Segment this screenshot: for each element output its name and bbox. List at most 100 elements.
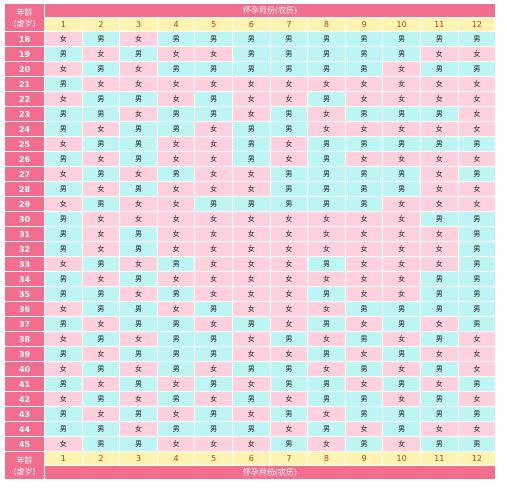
- table-row: 43 男女男女男女男女男男男男: [4, 406, 497, 422]
- bottom-month-5: 5: [194, 451, 233, 466]
- gender-cell: 女: [231, 331, 271, 347]
- gender-cell: 男: [119, 406, 158, 422]
- gender-cell: 男: [81, 301, 121, 317]
- gender-cell: 女: [194, 46, 233, 62]
- gender-cell: 女: [194, 151, 233, 167]
- gender-cell: 男: [194, 106, 233, 122]
- table-row: 45 女男男女女女男女男女男男: [4, 436, 497, 452]
- gender-cell: 男: [156, 166, 196, 182]
- gender-cell: 女: [231, 271, 271, 287]
- gender-cell: 男: [269, 166, 309, 182]
- gender-cell: 女: [194, 436, 233, 452]
- bottom-month-3: 3: [119, 451, 158, 466]
- gender-cell: 男: [344, 391, 384, 407]
- age-label: 30: [4, 211, 45, 227]
- gender-cell: 女: [44, 166, 83, 182]
- gender-cell: 女: [194, 166, 233, 182]
- gender-cell: 男: [419, 406, 459, 422]
- age-label: 28: [4, 181, 45, 197]
- table-row: 21 男女女女女女女女女女女女: [4, 76, 497, 92]
- gender-cell: 女: [81, 346, 121, 362]
- gender-cell: 男: [382, 376, 421, 392]
- gender-cell: 男: [44, 151, 83, 167]
- gender-cell: 女: [457, 76, 497, 92]
- gender-cell: 女: [457, 181, 497, 197]
- gender-cell: 女: [81, 406, 121, 422]
- gender-cell: 男: [457, 271, 497, 287]
- gender-cell: 女: [156, 196, 196, 212]
- bottom-month-7: 7: [269, 451, 309, 466]
- gender-cell: 女: [457, 391, 497, 407]
- gender-cell: 女: [194, 256, 233, 272]
- gender-cell: 女: [119, 31, 158, 47]
- gender-cell: 男: [307, 376, 346, 392]
- gender-cell: 女: [231, 91, 271, 107]
- gender-cell: 男: [81, 166, 121, 182]
- table-row: 29 女男女女男男男男男女女女: [4, 196, 497, 212]
- gender-cell: 男: [119, 376, 158, 392]
- gender-cell: 女: [307, 331, 346, 347]
- gender-cell: 男: [81, 421, 121, 437]
- gender-cell: 女: [156, 271, 196, 287]
- gender-cell: 男: [457, 136, 497, 152]
- age-label: 23: [4, 106, 45, 122]
- table-row: 27 女男女男女女男男男男女男: [4, 166, 497, 182]
- gender-cell: 女: [419, 241, 459, 257]
- age-label: 22: [4, 91, 45, 107]
- gender-cell: 女: [307, 76, 346, 92]
- gender-cell: 男: [307, 256, 346, 272]
- table-row: 33 女男女男女女女男女女女男: [4, 256, 497, 272]
- gender-cell: 男: [382, 301, 421, 317]
- gender-cell: 女: [457, 346, 497, 362]
- gender-cell: 女: [44, 301, 83, 317]
- age-label: 19: [4, 46, 45, 62]
- bottom-month-11: 11: [419, 451, 459, 466]
- age-header: 年龄 (虚岁): [4, 3, 45, 32]
- gender-cell: 男: [231, 61, 271, 77]
- gender-cell: 男: [457, 406, 497, 422]
- gender-cell: 女: [419, 91, 459, 107]
- gender-cell: 女: [307, 226, 346, 242]
- bottom-month-2: 2: [81, 451, 121, 466]
- gender-cell: 男: [344, 136, 384, 152]
- gender-cell: 男: [269, 31, 309, 47]
- age-label: 32: [4, 241, 45, 257]
- gender-cell: 女: [119, 61, 158, 77]
- gender-cell: 女: [119, 256, 158, 272]
- gender-cell: 女: [81, 316, 121, 332]
- gender-cell: 男: [44, 271, 83, 287]
- age-label: 37: [4, 316, 45, 332]
- gender-cell: 男: [156, 421, 196, 437]
- gender-cell: 女: [419, 316, 459, 332]
- gender-cell: 男: [81, 256, 121, 272]
- gender-cell: 男: [156, 391, 196, 407]
- gender-cell: 女: [419, 196, 459, 212]
- gender-cell: 女: [44, 91, 83, 107]
- gender-cell: 女: [269, 286, 309, 302]
- gender-cell: 男: [307, 316, 346, 332]
- gender-cell: 男: [344, 181, 384, 197]
- gender-cell: 女: [81, 46, 121, 62]
- gender-cell: 男: [231, 316, 271, 332]
- gender-cell: 男: [307, 151, 346, 167]
- gender-cell: 男: [269, 196, 309, 212]
- gender-cell: 女: [81, 226, 121, 242]
- gender-cell: 女: [156, 151, 196, 167]
- gender-cell: 女: [231, 256, 271, 272]
- gender-cell: 男: [307, 136, 346, 152]
- gender-cell: 女: [269, 421, 309, 437]
- gender-cell: 男: [44, 406, 83, 422]
- gender-cell: 男: [194, 406, 233, 422]
- month-number-row-bottom: 年龄 (虚岁) 1 2 3 4 5 6 7 8 9 10 11 12: [4, 451, 497, 480]
- gender-cell: 男: [307, 46, 346, 62]
- gender-cell: 男: [231, 136, 271, 152]
- gender-cell: 男: [119, 241, 158, 257]
- table-row: 24 男女男男女男男女女女女女: [4, 121, 497, 137]
- gender-cell: 女: [156, 301, 196, 317]
- gender-cell: 女: [194, 181, 233, 197]
- gender-cell: 女: [382, 241, 421, 257]
- gender-cell: 女: [382, 256, 421, 272]
- age-label: 21: [4, 76, 45, 92]
- gender-cell: 女: [457, 106, 497, 122]
- gender-cell: 男: [119, 46, 158, 62]
